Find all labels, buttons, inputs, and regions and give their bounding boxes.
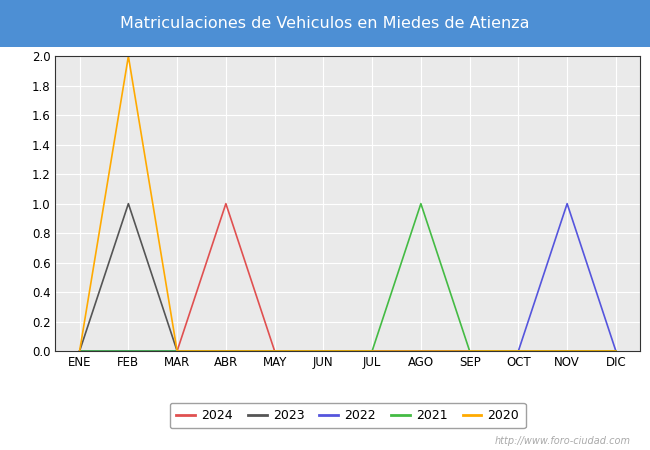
Legend: 2024, 2023, 2022, 2021, 2020: 2024, 2023, 2022, 2021, 2020 (170, 403, 526, 428)
Text: http://www.foro-ciudad.com: http://www.foro-ciudad.com (495, 436, 630, 446)
Text: Matriculaciones de Vehiculos en Miedes de Atienza: Matriculaciones de Vehiculos en Miedes d… (120, 16, 530, 31)
